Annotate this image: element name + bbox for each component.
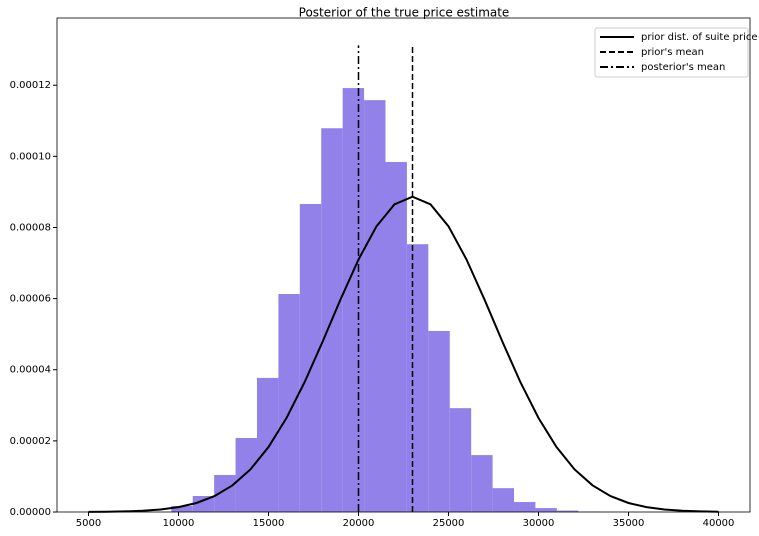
bar [449, 408, 472, 512]
legend-box [594, 27, 749, 78]
bar [299, 204, 322, 513]
bar [535, 508, 557, 512]
x-tick-label: 35000 [613, 518, 645, 529]
x-tick-label: 30000 [523, 518, 555, 529]
bar [235, 438, 257, 512]
y-tick-label: 0.00010 [10, 151, 51, 162]
bar [492, 488, 515, 512]
chart-title: Posterior of the true price estimate [299, 6, 510, 20]
bar [171, 505, 193, 512]
x-tick-label: 20000 [343, 518, 375, 529]
bar [256, 377, 279, 512]
plot-frame [56, 17, 751, 513]
bar [342, 88, 365, 512]
bar [471, 455, 493, 512]
x-tick-label: 10000 [163, 518, 195, 529]
bar [385, 162, 407, 512]
bar [278, 293, 300, 512]
bar [192, 495, 215, 512]
y-tick-label: 0.00012 [10, 80, 51, 91]
y-tick-label: 0.00004 [10, 365, 51, 376]
density-line [88, 195, 719, 513]
x-tick-label: 25000 [433, 518, 465, 529]
y-tick-label: 0.00008 [10, 222, 51, 233]
x-tick-label: 5000 [76, 518, 101, 529]
bar [214, 475, 236, 512]
bar [406, 244, 429, 512]
bar [364, 100, 386, 512]
legend-label: posterior's mean [641, 62, 725, 73]
legend-label: prior's mean [641, 47, 704, 58]
bar [514, 502, 536, 512]
y-tick-label: 0.00000 [10, 507, 51, 518]
x-tick-label: 15000 [253, 518, 285, 529]
legend-label: prior dist. of suite price [641, 32, 758, 43]
y-tick-label: 0.00006 [10, 294, 51, 305]
bar [556, 510, 579, 512]
bar [428, 330, 450, 512]
y-tick-label: 0.00002 [10, 436, 51, 447]
x-tick-label: 40000 [703, 518, 735, 529]
